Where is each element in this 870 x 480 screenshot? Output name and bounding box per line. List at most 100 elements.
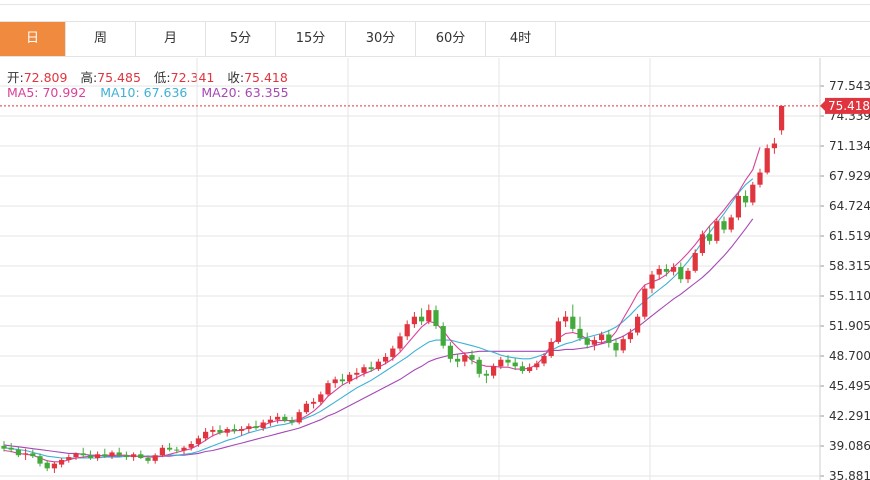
high-value: 75.485 (97, 70, 141, 85)
y-tick-label: 45.495 (829, 379, 870, 393)
candle-body-up (159, 447, 165, 456)
candle-body-down (483, 373, 489, 376)
y-tick-label: 77.543 (829, 79, 870, 93)
candle-body-down (721, 221, 727, 230)
candle-body-down (469, 355, 475, 360)
candle-body-down (167, 447, 173, 450)
candle-body-down (433, 310, 439, 327)
candle-body-up (354, 372, 360, 375)
candle-body-up (404, 324, 410, 337)
close-value: 75.418 (244, 70, 288, 85)
candle-body-up (51, 463, 57, 469)
candle-body-up (318, 394, 324, 402)
candle-body-down (80, 453, 86, 456)
tab-30min[interactable]: 30分 (346, 22, 416, 56)
candle-body-down (606, 334, 612, 343)
candle-body-up (735, 195, 741, 218)
candle-body-down (455, 358, 461, 362)
candle-body-down (37, 456, 43, 464)
candle-body-down (476, 359, 482, 374)
tab-4hour[interactable]: 4时 (486, 22, 556, 56)
ma5-line (3, 147, 761, 463)
candle-body-up (764, 148, 770, 173)
candle-body-down (231, 429, 237, 431)
candle-body-up (642, 288, 648, 317)
candle-body-up (527, 367, 533, 371)
candle-body-up (59, 459, 65, 465)
candle-body-up (671, 267, 677, 272)
candle-body-up (728, 217, 734, 230)
candle-body-up (411, 316, 417, 325)
last-price-tag (825, 97, 870, 114)
close-label: 收: (227, 70, 245, 85)
candle-body-down (217, 429, 223, 433)
ma10-readout: MA10: 67.636 (100, 85, 188, 100)
y-tick-label: 67.929 (829, 169, 870, 183)
open-value: 72.809 (23, 70, 68, 85)
candle-body-up (332, 379, 338, 384)
low-value: 72.341 (170, 70, 215, 85)
candle-body-up (260, 422, 266, 429)
candle-body-up (534, 363, 540, 368)
y-tick-label: 51.905 (829, 319, 870, 333)
candle-body-up (649, 274, 655, 289)
y-tick-label: 64.724 (829, 199, 870, 213)
y-tick-label: 61.519 (829, 229, 870, 243)
tab-60min[interactable]: 60分 (416, 22, 486, 56)
candle-body-up (383, 356, 389, 362)
candle-body-up (267, 419, 273, 423)
tab-day[interactable]: 日 (0, 22, 66, 56)
candle-body-down (44, 462, 50, 469)
y-tick-label: 48.700 (829, 349, 870, 363)
candle-body-up (771, 143, 777, 149)
open-label: 开: (7, 70, 24, 85)
candle-body-down (440, 326, 446, 346)
candle-body-down (174, 449, 180, 451)
candle-body-up (131, 454, 137, 458)
candle-body-down (253, 426, 259, 429)
candle-body-down (116, 452, 122, 456)
candle-body-up (591, 340, 597, 345)
candle-body-up (563, 316, 569, 322)
candle-body-down (584, 338, 590, 345)
candle-body-down (138, 454, 144, 459)
candle-body-up (188, 443, 194, 448)
low-label: 低: (153, 70, 171, 85)
candle-body-up (692, 253, 698, 271)
candle-body-up (599, 334, 605, 341)
candle-body-up (246, 426, 252, 430)
candle-body-up (303, 403, 309, 413)
candle-body-down (419, 316, 425, 322)
candle-body-up (210, 429, 216, 432)
candle-body-down (289, 420, 295, 423)
ma10-line (3, 178, 754, 459)
candle-body-up (275, 416, 281, 420)
candle-body-up (462, 355, 468, 362)
candle-body-down (368, 367, 374, 370)
candle-body-up (195, 438, 201, 444)
candle-body-down (613, 342, 619, 351)
candle-body-up (73, 453, 79, 458)
candle-body-up (375, 361, 381, 370)
candle-body-down (570, 316, 576, 329)
candle-body-up (224, 429, 230, 433)
y-tick-label: 35.881 (829, 469, 870, 480)
ohlc-readout: 开:72.809 高:75.485 低:72.341 收:75.418 (7, 67, 297, 86)
candle-body-up (757, 172, 763, 185)
candle-body-down (145, 458, 151, 461)
candle-body-up (361, 367, 367, 373)
tab-week[interactable]: 周 (66, 22, 136, 56)
tab-5min[interactable]: 5分 (206, 22, 276, 56)
candle-body-up (95, 454, 101, 459)
tab-15min[interactable]: 15分 (276, 22, 346, 56)
tab-month[interactable]: 月 (136, 22, 206, 56)
candle-body-up (66, 457, 72, 460)
candle-body-down (743, 195, 749, 203)
candle-body-up (620, 339, 626, 351)
candle-body-up (325, 383, 331, 395)
candle-body-up (627, 332, 633, 340)
last-price-label: 75.418 (828, 99, 870, 113)
candle-body-up (491, 366, 497, 376)
candle-body-up (23, 453, 29, 455)
candle-body-down (519, 366, 525, 371)
